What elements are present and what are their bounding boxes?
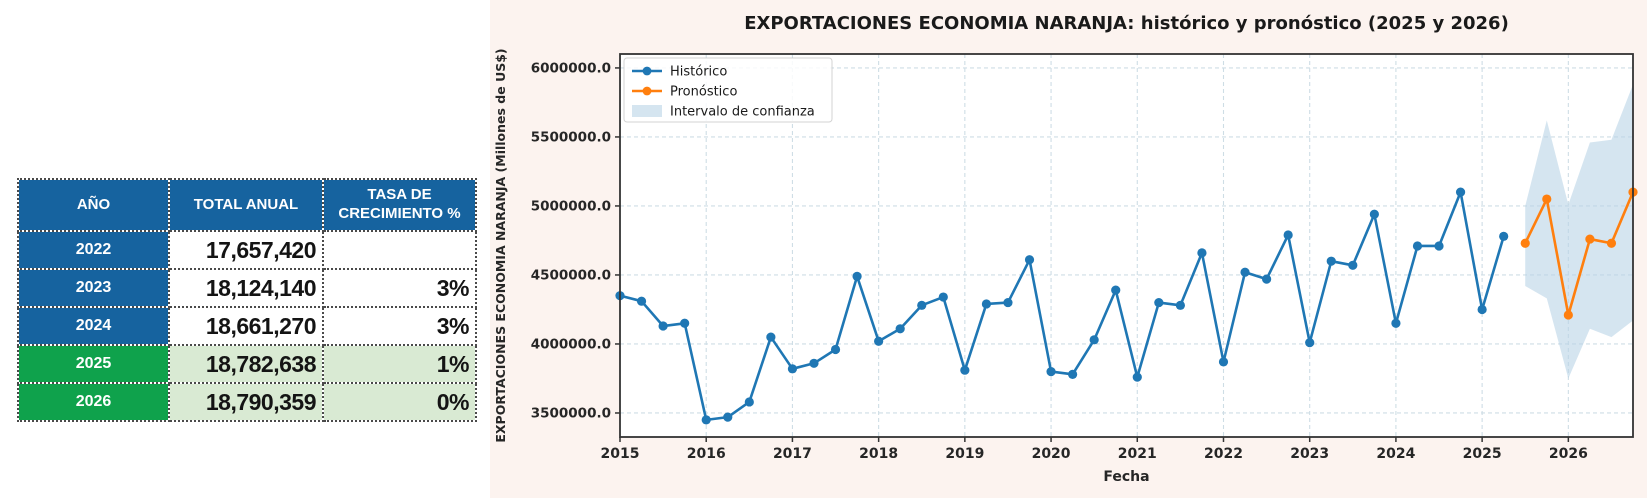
y-tick-label: 5500000.0 [531,129,611,145]
y-axis-label: EXPORTACIONES ECONOMIA NARANJA (Millones… [493,48,508,442]
forecast-chart-figure: EXPORTACIONES ECONOMIA NARANJA: históric… [490,0,1647,498]
x-tick-label: 2016 [687,446,726,462]
legend: Histórico Pronóstico Intervalo de confianz… [623,57,833,123]
year-cell[interactable]: 2024 [17,306,170,346]
header-growth: TASA DE CRECIMIENTO % [322,178,477,232]
year-cell[interactable]: 2026 [17,382,170,422]
plot-frame [619,53,1634,438]
pronostico-series [1520,187,1638,320]
confidence-band [1525,84,1633,379]
x-tick-label: 2022 [1204,446,1243,462]
table-row: 2025 18,782,638 1% [17,344,477,384]
table-row: 2024 18,661,270 3% [17,306,477,346]
total-cell[interactable]: 18,124,140 [168,268,324,308]
legend-label: Histórico [670,65,727,80]
table-row: 2026 18,790,359 0% [17,382,477,422]
year-cell[interactable]: 2025 [17,344,170,384]
x-tick-label: 2025 [1463,446,1502,462]
table-row: 2022 17,657,420 [17,230,477,270]
chart-title: EXPORTACIONES ECONOMIA NARANJA: históric… [744,13,1509,34]
header-total: TOTAL ANUAL [168,178,324,232]
x-tick-label: 2017 [773,446,812,462]
forecast-chart: EXPORTACIONES ECONOMIA NARANJA: históric… [490,0,1647,498]
legend-item-historico: Histórico [632,65,727,80]
growth-cell[interactable] [322,230,477,270]
table-header-row: AÑO TOTAL ANUAL TASA DE CRECIMIENTO % [17,178,477,232]
growth-cell[interactable]: 1% [322,344,477,384]
historico-series [615,187,1509,425]
growth-cell[interactable]: 3% [322,268,477,308]
year-cell[interactable]: 2023 [17,268,170,308]
total-cell[interactable]: 18,790,359 [168,382,324,422]
x-tick-label: 2026 [1549,446,1588,462]
y-tick-label: 5000000.0 [531,198,611,214]
table-row: 2023 18,124,140 3% [17,268,477,308]
total-cell[interactable]: 18,661,270 [168,306,324,346]
y-tick-label: 4000000.0 [531,336,611,352]
growth-cell[interactable]: 3% [322,306,477,346]
x-axis: 2015 2016 2017 2018 2019 2020 2021 2022 2023 2024… [601,437,1588,462]
header-year: AÑO [17,178,170,232]
x-tick-label: 2021 [1118,446,1157,462]
y-tick-label: 6000000.0 [531,60,611,76]
annual-summary-table: AÑO TOTAL ANUAL TASA DE CRECIMIENTO % 20… [17,178,477,422]
total-cell[interactable]: 18,782,638 [168,344,324,384]
y-tick-label: 3500000.0 [531,405,611,421]
y-axis: 3500000.0 4000000.0 4500000.0 5000000.0 5500… [531,60,620,421]
x-tick-label: 2020 [1032,446,1071,462]
x-tick-label: 2015 [601,446,640,462]
x-tick-label: 2019 [945,446,984,462]
year-cell[interactable]: 2022 [17,230,170,270]
x-tick-label: 2023 [1290,446,1329,462]
y-tick-label: 4500000.0 [531,267,611,283]
legend-label: Intervalo de confianza [670,105,815,120]
total-cell[interactable]: 17,657,420 [168,230,324,270]
x-axis-label: Fecha [1103,469,1149,485]
legend-item-pronostico: Pronóstico [632,85,737,100]
legend-item-intervalo: Intervalo de confianza [632,105,815,120]
legend-label: Pronóstico [670,85,737,100]
x-tick-label: 2024 [1376,446,1415,462]
growth-cell[interactable]: 0% [322,382,477,422]
x-tick-label: 2018 [859,446,898,462]
